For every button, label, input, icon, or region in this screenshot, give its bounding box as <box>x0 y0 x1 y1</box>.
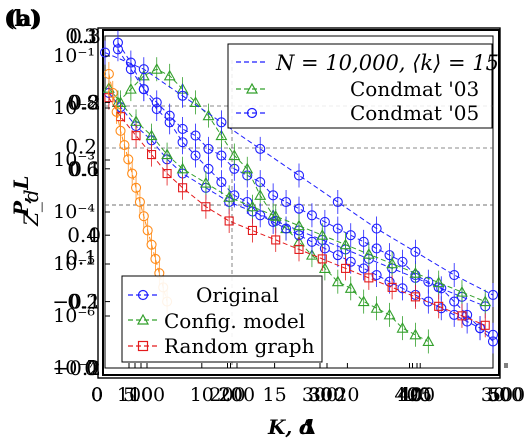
y-tick-label-p: 10⁻³ <box>53 149 95 171</box>
y-tick-label-zd: 0.1 <box>69 157 101 181</box>
y-tick-label-zd: −0.1 <box>52 290 101 314</box>
x-tick-label: 500 <box>487 384 523 406</box>
y-axis-label: Z_d <box>19 189 43 227</box>
legend-b-label-0: Original <box>196 283 279 307</box>
y-tick-label-zd: 0.2 <box>69 90 101 114</box>
legend-marker-1 <box>245 82 259 94</box>
x-tick-label: 100 <box>117 384 153 406</box>
legend-b-marker-0 <box>137 289 149 301</box>
l-series-0-line <box>104 52 494 296</box>
legend-top-right: N = 10,000, ⟨k⟩ = 15 Condmat '03 Condmat… <box>227 43 499 129</box>
x-tick-label: 0 <box>91 384 103 406</box>
zd-series-0-line <box>117 49 494 342</box>
y-tick-label-l: 1 <box>86 24 99 48</box>
x-tick-label: 300 <box>302 384 338 406</box>
legend-b-marker-1 <box>136 313 150 325</box>
x-axis-label-delta: Δ <box>300 415 316 439</box>
legend-marker-2 <box>246 107 258 119</box>
y-tick-label-y: 0.1 <box>65 245 97 269</box>
x-tick-label: 0 <box>91 384 103 406</box>
y-tick-label-l: 0.6 <box>67 157 99 181</box>
y-tick-label-y: 0.2 <box>65 135 97 159</box>
x-tick-label: 50 <box>487 384 511 406</box>
y-axis-label-alt: P, L <box>9 176 33 217</box>
legend-label-0: N = 10,000, ⟨k⟩ = 15 <box>275 51 499 75</box>
y-tick-label-l: 0.2 <box>67 290 99 314</box>
x-tick-label: 30 <box>481 384 505 406</box>
x-tick-label: 30 <box>308 384 332 406</box>
x-tick-label: 200 <box>209 384 245 406</box>
x-tick-label: 10 <box>129 384 153 406</box>
x-tick-label: 400 <box>399 384 435 406</box>
y-tick-label-p: 10⁻⁷ <box>53 357 95 379</box>
x-tick-label: 10 <box>190 384 214 406</box>
legend-bottom-left: Original Config. model Random graph <box>121 275 323 363</box>
y-tick-label-p: 10⁻¹ <box>53 45 95 67</box>
zd-series-2-line <box>117 42 494 336</box>
y-tick-label-p: 10⁻² <box>53 97 95 119</box>
x-tick-label: 25 <box>408 384 432 406</box>
x-tick-label: 20 <box>218 384 242 406</box>
y-tick-label-y: 0 <box>84 356 97 380</box>
legend-bottom-left-box <box>121 275 323 363</box>
x-tick-label: 20 <box>335 384 359 406</box>
x-tick-label: 0 <box>91 384 103 406</box>
x-tick-label: 40 <box>397 384 421 406</box>
axis-ticks-group: 0.30.20.10−0.1−0.210⁻¹10⁻²10⁻³10⁻⁴10⁻⁵10… <box>52 24 525 406</box>
x-tick-label: 200 <box>219 384 255 406</box>
x-tick-label: 500 <box>489 384 525 406</box>
panel-label-b: (b) <box>4 6 40 32</box>
y-tick-label-l: 0 <box>86 356 99 380</box>
legend-b-marker-2 <box>137 340 149 352</box>
x-tick-label: 400 <box>394 384 430 406</box>
legend-b-label-1: Config. model <box>164 309 305 333</box>
plot-frame-outer <box>102 29 500 376</box>
y-tick-label-l: 0.4 <box>67 223 99 247</box>
x-tick-label: 300 <box>309 384 345 406</box>
legend-b-label-2: Random graph <box>164 334 315 358</box>
plot-series-group <box>99 30 499 354</box>
y-tick-label-zd: 0.3 <box>69 24 101 48</box>
legend-top-right-box <box>227 43 493 129</box>
y-tick-label-p: 10⁻⁶ <box>53 305 95 327</box>
panel-label-a: (a) <box>7 6 42 32</box>
x-tick-label: 15 <box>263 384 287 406</box>
y-tick-label-p: 10⁻⁵ <box>53 253 95 275</box>
legend-label-1: Condmat '03 <box>350 77 479 101</box>
x-axis-label: K, d <box>267 415 313 439</box>
x-tick-label: 5 <box>123 384 135 406</box>
y-tick-label-l: 0.8 <box>67 90 99 114</box>
plot-frame-inner <box>97 27 501 379</box>
x-tick-label: 100 <box>129 384 165 406</box>
y-tick-label-p: 10⁻⁴ <box>53 201 95 223</box>
legend-label-2: Condmat '05 <box>350 101 479 125</box>
y-tick-label-zd: −0.2 <box>52 356 101 380</box>
x-tick-label: 0 <box>91 384 103 406</box>
p-series-3-line <box>108 73 168 302</box>
y-tick-label-y: 0.3 <box>65 24 97 48</box>
plot-frame-inner2 <box>104 35 494 369</box>
y-tick-label-zd: 0 <box>88 223 101 247</box>
